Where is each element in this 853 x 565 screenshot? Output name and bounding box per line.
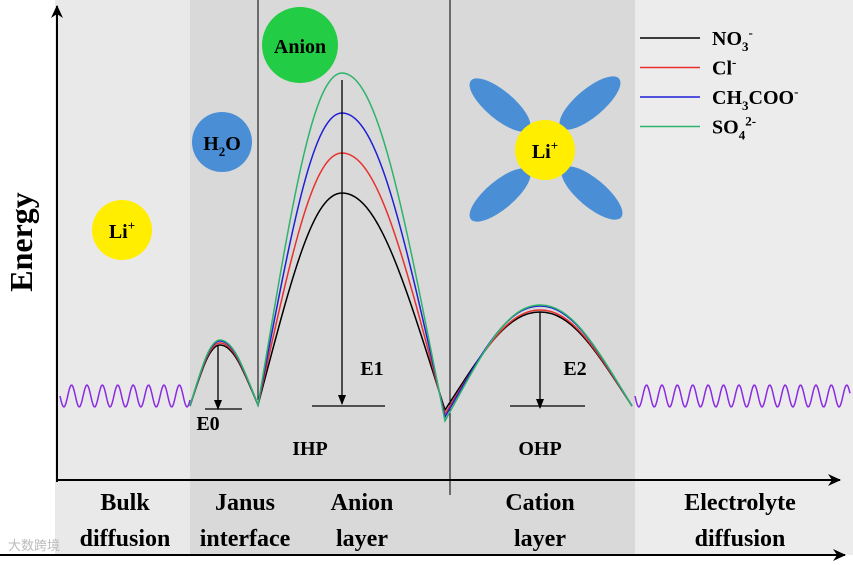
region-label: layer <box>514 526 566 552</box>
watermark: 大数跨境 <box>8 539 60 554</box>
legend: NO3-Cl-CH3COO-SO42- <box>640 25 798 143</box>
water-lobe <box>561 166 623 220</box>
region-bg <box>635 0 853 555</box>
anion <box>262 7 338 83</box>
region-label: Cation <box>505 490 574 516</box>
region-label: Anion <box>331 490 394 516</box>
region-label: interface <box>200 526 291 552</box>
region-label: layer <box>336 526 388 552</box>
region-label: diffusion <box>695 526 786 552</box>
region-label: Electrolyte <box>684 490 796 516</box>
text: NO <box>712 28 742 50</box>
sup: - <box>749 25 753 40</box>
sub: 2 <box>219 144 226 159</box>
sup: + <box>551 138 558 153</box>
li-ion <box>515 120 575 180</box>
region-labels: Bulk diffusion Janus interface Anion layer Cat… <box>80 490 796 552</box>
energy-label: E2 <box>563 358 586 380</box>
text: O <box>225 133 241 155</box>
bulk-wave <box>634 383 851 409</box>
sub: 3 <box>742 39 749 54</box>
anion-label: Anion <box>274 36 326 58</box>
water-lobe <box>469 78 531 132</box>
axis-label: Energy <box>3 192 39 292</box>
region-label: Janus <box>215 490 275 516</box>
li-ion <box>92 200 152 260</box>
region-label: Bulk <box>100 490 150 516</box>
sup: + <box>128 218 135 233</box>
region-label: diffusion <box>80 526 171 552</box>
legend-label: NO3- <box>712 25 753 54</box>
sup: 2- <box>745 114 756 129</box>
text: SO <box>712 117 739 139</box>
water-lobe <box>469 168 531 222</box>
text: COO <box>749 87 795 109</box>
legend-label: SO42- <box>712 114 756 143</box>
legend-label: Cl- <box>712 55 736 80</box>
energy-curve <box>189 152 633 416</box>
text: Li <box>532 141 551 163</box>
layer-label: IHP <box>292 438 328 460</box>
bulk-wave <box>59 383 191 409</box>
region-bg <box>55 0 190 555</box>
energy-label: E1 <box>360 358 383 380</box>
water-lobe <box>559 76 621 130</box>
sup: - <box>794 84 798 99</box>
layer-label: OHP <box>518 438 561 460</box>
text: CH <box>712 87 742 109</box>
legend-label: CH3COO- <box>712 84 798 113</box>
energy-label: E0 <box>196 413 219 435</box>
text: Cl <box>712 58 732 80</box>
li-complex: Li+ <box>469 76 623 222</box>
li-label: Li+ <box>532 138 558 163</box>
energy-curve <box>189 72 633 424</box>
li-label: Li+ <box>109 218 135 243</box>
water-label: H2O <box>203 133 241 159</box>
water <box>192 112 252 172</box>
sub: 3 <box>742 98 749 113</box>
sup: - <box>732 55 736 70</box>
sub: 4 <box>739 128 746 143</box>
text: Li <box>109 221 128 243</box>
energy-curves <box>189 72 633 424</box>
text: H <box>203 133 219 155</box>
